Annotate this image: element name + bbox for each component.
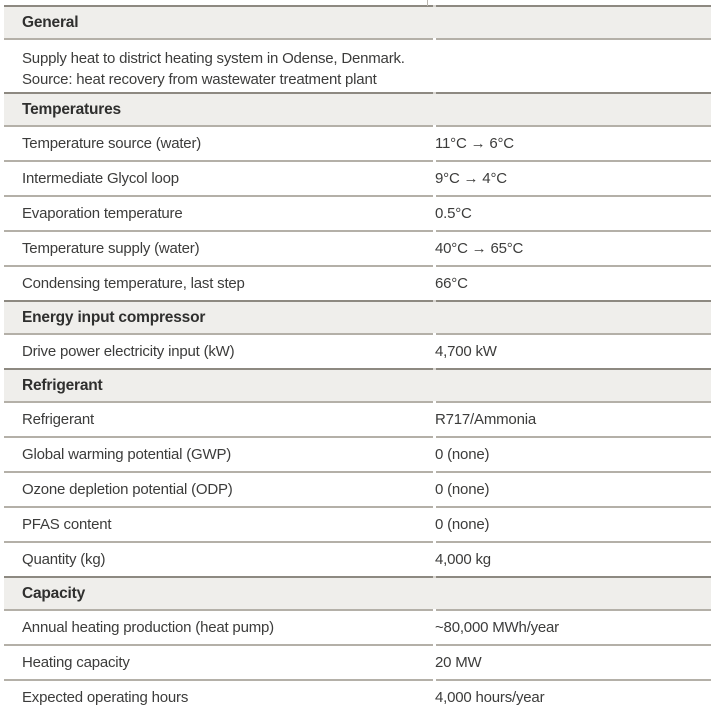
section-top-rule <box>4 92 711 94</box>
section-header-capacity: Capacity <box>4 578 711 609</box>
row-value: 20 MW <box>435 654 482 671</box>
table-row: Intermediate Glycol loop 9°C → 4°C <box>4 162 711 195</box>
section-header-label: Energy input compressor <box>22 308 206 326</box>
table-row: Global warming potential (GWP) 0 (none) <box>4 438 711 471</box>
table-row: Evaporation temperature 0.5°C <box>4 197 711 230</box>
row-label: Heating capacity <box>22 654 130 671</box>
table-row: Condensing temperature, last step 66°C <box>4 267 711 300</box>
row-label: Refrigerant <box>22 411 95 428</box>
table-row: Quantity (kg) 4,000 kg <box>4 543 711 576</box>
section-top-rule <box>4 368 711 370</box>
table-row: Temperature source (water) 11°C → 6°C <box>4 127 711 160</box>
row-rule <box>4 679 711 681</box>
section-header-label: General <box>22 13 79 31</box>
table-row: Heating capacity 20 MW <box>4 646 711 679</box>
row-label: Temperature source (water) <box>22 135 202 152</box>
section-temperatures: Temperatures Temperature source (water) … <box>4 92 711 300</box>
row-label: Intermediate Glycol loop <box>22 170 179 187</box>
row-value: ~80,000 MWh/year <box>435 619 559 636</box>
table-row: Refrigerant R717/Ammonia <box>4 403 711 436</box>
row-label: Evaporation temperature <box>22 205 183 222</box>
section-top-rule <box>4 576 711 578</box>
description-line: Supply heat to district heating system i… <box>22 50 405 67</box>
row-rule <box>4 436 711 438</box>
row-value: 4,000 kg <box>435 551 491 568</box>
row-label: Condensing temperature, last step <box>22 275 245 292</box>
row-rule <box>4 265 711 267</box>
row-rule <box>4 471 711 473</box>
section-top-rule <box>4 300 711 302</box>
table-row: Expected operating hours 4,000 hours/yea… <box>4 681 711 714</box>
section-header-label: Refrigerant <box>22 376 103 394</box>
row-value: 4,000 hours/year <box>435 689 545 706</box>
section-top-rule <box>4 5 711 7</box>
table-row: Drive power electricity input (kW) 4,700… <box>4 335 711 368</box>
spec-table: General Supply heat to district heating … <box>4 5 711 714</box>
row-value: 11°C → 6°C <box>435 135 514 152</box>
header-bottom-rule <box>4 125 711 127</box>
table-row: Ozone depletion potential (ODP) 0 (none) <box>4 473 711 506</box>
section-refrigerant: Refrigerant Refrigerant R717/Ammonia Glo… <box>4 368 711 576</box>
description-line: Source: heat recovery from wastewater tr… <box>22 71 377 88</box>
row-label: Quantity (kg) <box>22 551 106 568</box>
row-value: 0.5°C <box>435 205 472 222</box>
row-label: Expected operating hours <box>22 689 189 706</box>
row-value: 0 (none) <box>435 446 490 463</box>
section-capacity: Capacity Annual heating production (heat… <box>4 576 711 714</box>
section-header-label: Temperatures <box>22 100 121 118</box>
section-header-energy-input: Energy input compressor <box>4 302 711 333</box>
row-label: Drive power electricity input (kW) <box>22 343 235 360</box>
row-rule <box>4 644 711 646</box>
header-bottom-rule <box>4 333 711 335</box>
row-value: R717/Ammonia <box>435 411 536 428</box>
row-value: 9°C → 4°C <box>435 170 507 187</box>
row-rule <box>4 230 711 232</box>
section-header-general: General <box>4 7 711 38</box>
header-bottom-rule <box>4 401 711 403</box>
table-row: PFAS content 0 (none) <box>4 508 711 541</box>
general-description: Supply heat to district heating system i… <box>4 40 711 92</box>
row-label: Annual heating production (heat pump) <box>22 619 274 636</box>
section-header-temperatures: Temperatures <box>4 94 711 125</box>
section-header-refrigerant: Refrigerant <box>4 370 711 401</box>
section-energy-input: Energy input compressor Drive power elec… <box>4 300 711 368</box>
row-label: Global warming potential (GWP) <box>22 446 232 463</box>
table-row: Temperature supply (water) 40°C → 65°C <box>4 232 711 265</box>
table-row: Annual heating production (heat pump) ~8… <box>4 611 711 644</box>
row-value: 40°C → 65°C <box>435 240 524 257</box>
row-value: 66°C <box>435 275 468 292</box>
row-rule <box>4 195 711 197</box>
row-label: Temperature supply (water) <box>22 240 200 257</box>
row-rule <box>4 160 711 162</box>
header-bottom-rule <box>4 38 711 40</box>
section-general: General Supply heat to district heating … <box>4 5 711 92</box>
row-rule <box>4 541 711 543</box>
column-line-remnant <box>427 0 428 6</box>
row-rule <box>4 506 711 508</box>
row-label: PFAS content <box>22 516 112 533</box>
row-label: Ozone depletion potential (ODP) <box>22 481 233 498</box>
header-bottom-rule <box>4 609 711 611</box>
row-value: 4,700 kW <box>435 343 497 360</box>
section-header-label: Capacity <box>22 584 86 602</box>
row-value: 0 (none) <box>435 481 490 498</box>
row-value: 0 (none) <box>435 516 490 533</box>
